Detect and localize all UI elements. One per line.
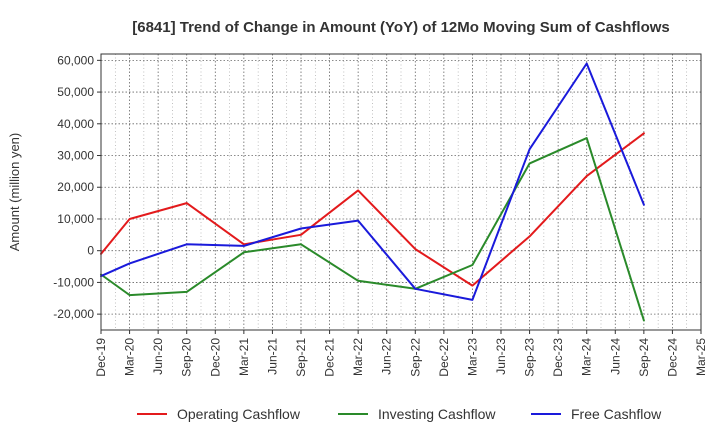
series-line-investing-cashflow xyxy=(100,137,645,322)
y-tick-label: 40,000 xyxy=(57,117,94,131)
data-point xyxy=(299,226,304,231)
data-point xyxy=(641,131,646,136)
y-tick-label: 20,000 xyxy=(57,180,94,194)
data-point xyxy=(413,286,418,291)
y-tick-label: -20,000 xyxy=(53,307,94,321)
series-line-operating-cashflow xyxy=(100,132,645,287)
data-point xyxy=(527,161,532,166)
data-point xyxy=(127,261,132,266)
data-point xyxy=(413,247,418,252)
data-point xyxy=(470,262,475,267)
x-tick-label: Dec-22 xyxy=(437,338,451,377)
series-lines xyxy=(100,61,646,323)
data-point xyxy=(641,202,646,207)
data-point xyxy=(641,318,646,323)
x-tick-label: Mar-23 xyxy=(465,338,479,376)
data-point xyxy=(527,147,532,152)
y-tick-label: 50,000 xyxy=(57,85,94,99)
y-tick-label: -10,000 xyxy=(53,275,94,289)
data-point xyxy=(527,234,532,239)
data-point xyxy=(584,174,589,179)
data-point xyxy=(184,201,189,206)
x-tick-label: Mar-22 xyxy=(351,338,365,376)
x-tick-label: Sep-23 xyxy=(523,338,537,377)
grid-lines xyxy=(101,54,701,330)
x-tick-label: Jun-24 xyxy=(608,338,622,375)
data-point xyxy=(241,243,246,248)
x-tick-label: Jun-21 xyxy=(265,338,279,375)
y-tick-label: 0 xyxy=(87,244,94,258)
plot-frame xyxy=(100,53,702,331)
x-axis-ticks: Dec-19 Mar-20 Jun-20 Sep-20 Dec-20 Mar-21 Jun-… xyxy=(94,330,708,377)
legend-label: Investing Cashflow xyxy=(378,406,496,422)
chart-title: [6841] Trend of Change in Amount (YoY) o… xyxy=(132,19,670,36)
x-tick-label: Jun-23 xyxy=(494,338,508,375)
data-point xyxy=(470,297,475,302)
data-point xyxy=(241,250,246,255)
x-tick-label: Mar-25 xyxy=(694,338,708,376)
x-tick-label: Sep-20 xyxy=(180,338,194,377)
y-tick-label: 10,000 xyxy=(57,212,94,226)
x-tick-label: Sep-22 xyxy=(408,338,422,377)
data-point xyxy=(470,283,475,288)
legend-label: Free Cashflow xyxy=(571,406,662,422)
data-point xyxy=(299,242,304,247)
y-axis-ticks: -20,000 -10,000 0 10,000 20,000 30,000 40,000 5… xyxy=(53,53,101,321)
x-tick-label: Dec-23 xyxy=(551,338,565,377)
x-tick-label: Mar-20 xyxy=(123,338,137,376)
y-axis-label: Amount (million yen) xyxy=(7,133,22,252)
data-point xyxy=(356,218,361,223)
series-line-free-cashflow xyxy=(100,62,645,301)
x-tick-label: Dec-21 xyxy=(323,338,337,377)
data-point xyxy=(356,188,361,193)
y-tick-label: 30,000 xyxy=(57,149,94,163)
x-tick-label: Sep-21 xyxy=(294,338,308,377)
data-point xyxy=(127,293,132,298)
data-point xyxy=(584,136,589,141)
data-point xyxy=(356,278,361,283)
y-tick-label: 60,000 xyxy=(57,53,94,67)
data-point xyxy=(584,61,589,66)
legend-label: Operating Cashflow xyxy=(177,406,301,422)
x-tick-label: Mar-24 xyxy=(580,338,594,376)
x-tick-label: Mar-21 xyxy=(237,338,251,376)
x-tick-label: Jun-20 xyxy=(151,338,165,375)
data-point xyxy=(299,232,304,237)
data-point xyxy=(127,216,132,221)
x-tick-label: Dec-24 xyxy=(665,338,679,377)
data-point xyxy=(184,242,189,247)
x-tick-label: Dec-20 xyxy=(208,338,222,377)
x-tick-label: Sep-24 xyxy=(637,338,651,377)
x-tick-label: Dec-19 xyxy=(94,338,108,377)
data-point xyxy=(184,289,189,294)
legend: Operating Cashflow Investing Cashflow Free… xyxy=(137,406,662,422)
x-tick-label: Jun-22 xyxy=(380,338,394,375)
